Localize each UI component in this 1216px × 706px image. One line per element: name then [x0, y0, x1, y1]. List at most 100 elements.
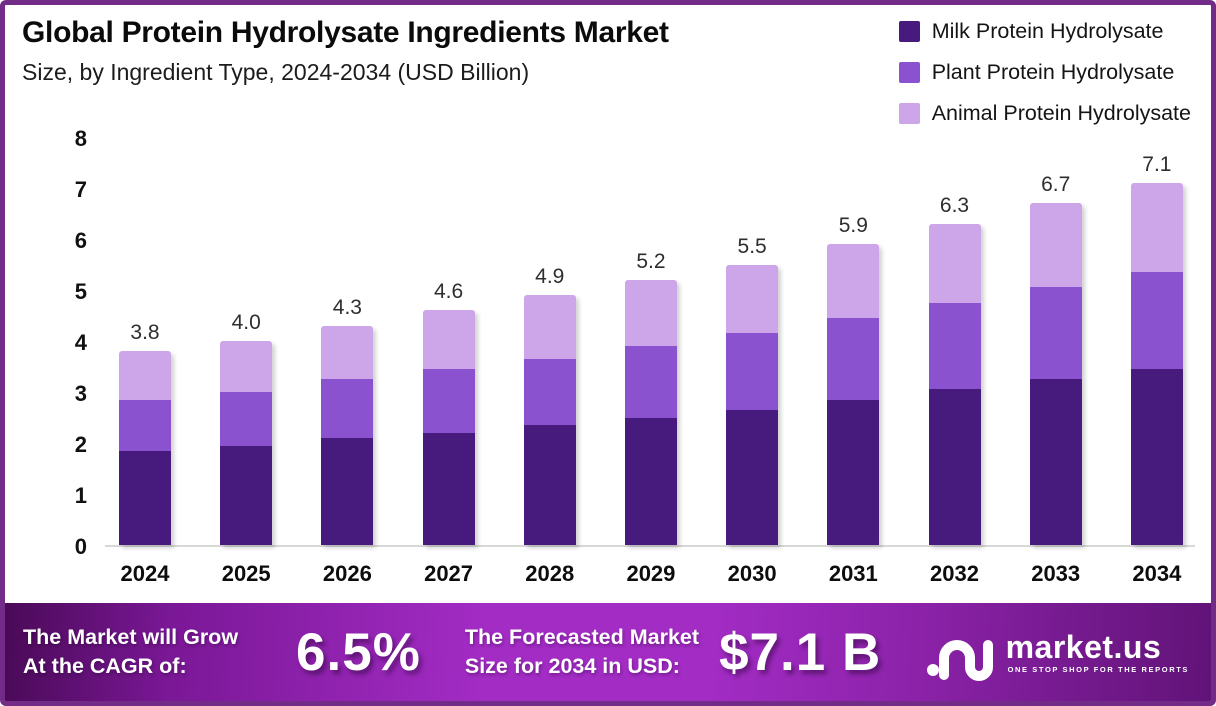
bar-segment	[624, 346, 677, 418]
bar-total-label: 4.6	[433, 280, 464, 304]
bar-column-2030: 5.5	[726, 234, 779, 545]
x-axis-label: 2034	[1132, 561, 1182, 586]
forecast-label-line2: Size for 2034 in USD:	[464, 654, 680, 678]
bar-segment	[523, 425, 576, 545]
bar-total-label: 5.5	[737, 234, 767, 258]
bar-stack-2031	[827, 244, 880, 545]
x-axis-label: 2025	[221, 561, 271, 586]
bar-stack-2024	[119, 351, 171, 545]
legend-label-animal: Animal Protein Hydrolysate	[931, 101, 1191, 125]
bar-stack-2025	[220, 341, 273, 545]
forecast-label-line1: The Forecasted Market	[464, 625, 700, 649]
bar-column-2034: 7.1	[1130, 152, 1183, 545]
bar-total-label: 3.8	[130, 321, 160, 345]
bar-segment	[422, 432, 475, 545]
bar-segment	[624, 417, 677, 545]
bar-stack-2032	[928, 223, 981, 545]
bar-segment	[422, 310, 475, 370]
legend-item-animal: Animal Protein Hydrolysate	[898, 101, 1191, 126]
x-label-cell: 2024	[119, 561, 171, 587]
bar-stack-2033	[1029, 203, 1082, 545]
bar-segment	[523, 358, 576, 426]
bar-column-2025: 4.0	[220, 311, 273, 545]
y-tick-label: 4	[74, 330, 87, 355]
x-axis-label: 2031	[828, 561, 878, 586]
x-label-cell: 2026	[321, 561, 373, 587]
x-axis: 2024 2025 2026 2027 2028 2029 2030 2031 2032 2033…	[105, 555, 1195, 587]
bar-stack-2028	[523, 295, 576, 545]
bar-column-2031: 5.9	[827, 214, 880, 545]
bar-column-2032: 6.3	[928, 194, 981, 545]
x-axis-label: 2033	[1031, 561, 1081, 586]
chart-legend: Milk Protein Hydrolysate Plant Protein H…	[898, 19, 1191, 126]
bar-segment	[523, 295, 576, 359]
x-label-cell: 2030	[726, 561, 778, 587]
logo-name: market.us	[1005, 628, 1162, 665]
legend-swatch-milk-icon	[898, 21, 920, 42]
bar-segment	[1029, 379, 1082, 545]
x-label-cell: 2029	[625, 561, 677, 587]
bar-segment	[422, 369, 475, 433]
market-us-logo: market.us ONE STOP SHOP FOR THE REPORTS	[926, 623, 1189, 681]
bar-segment	[119, 399, 171, 451]
bar-segment	[624, 279, 677, 347]
bar-stack-2029	[624, 279, 677, 545]
x-label-cell: 2027	[423, 561, 475, 587]
bar-column-2033: 6.7	[1029, 173, 1082, 545]
bar-column-2024: 3.8	[119, 321, 171, 545]
bar-segment	[1130, 369, 1183, 545]
bar-total-label: 5.2	[636, 249, 666, 273]
bar-total-label: 4.0	[231, 311, 261, 335]
bar-segment	[1029, 203, 1082, 288]
bar-stack-2030	[726, 264, 779, 545]
bar-segment	[321, 325, 374, 380]
y-tick-label: 8	[74, 126, 87, 151]
legend-item-plant: Plant Protein Hydrolysate	[898, 60, 1191, 85]
y-tick-label: 2	[74, 432, 87, 457]
bar-segment	[928, 223, 981, 303]
bar-segment	[321, 379, 374, 438]
y-tick-label: 0	[74, 534, 87, 559]
bar-segment	[726, 264, 779, 334]
cagr-label: The Market will Grow At the CAGR of:	[23, 623, 238, 681]
bar-segment	[827, 244, 880, 319]
x-axis-label: 2032	[930, 561, 979, 586]
x-axis-label: 2029	[626, 561, 676, 586]
bar-segment	[1130, 182, 1183, 273]
y-tick-label: 6	[74, 228, 87, 253]
cagr-value: 6.5%	[296, 622, 421, 682]
x-axis-label: 2028	[525, 561, 575, 586]
bar-column-2028: 4.9	[523, 265, 576, 545]
logo-tagline: ONE STOP SHOP FOR THE REPORTS	[1007, 664, 1189, 674]
page-title: Global Protein Hydrolysate Ingredients M…	[22, 16, 669, 49]
bar-segment	[928, 389, 981, 545]
footer-banner: The Market will Grow At the CAGR of: 6.5…	[5, 603, 1211, 701]
bar-total-label: 6.7	[1041, 173, 1071, 197]
bar-column-2029: 5.2	[624, 249, 677, 545]
bar-total-label: 5.9	[838, 214, 868, 238]
header: Global Protein Hydrolysate Ingredients M…	[22, 16, 669, 86]
bar-column-2027: 4.6	[422, 280, 475, 545]
y-tick-label: 7	[74, 177, 87, 202]
bar-segment	[119, 450, 171, 545]
bar-segment	[220, 341, 273, 393]
cagr-label-line2: At the CAGR of:	[23, 654, 187, 678]
chart-subtitle: Size, by Ingredient Type, 2024-2034 (USD…	[22, 59, 530, 85]
forecast-value: $7.1 B	[719, 622, 882, 682]
bar-segment	[726, 409, 779, 545]
bar-column-2026: 4.3	[321, 296, 374, 545]
bar-total-label: 7.1	[1142, 152, 1172, 176]
y-tick-label: 1	[74, 483, 87, 508]
bar-total-label: 4.9	[535, 265, 565, 289]
x-axis-label: 2027	[424, 561, 474, 586]
market-us-logo-icon	[926, 640, 993, 681]
legend-swatch-animal-icon	[898, 103, 920, 124]
x-label-cell: 2032	[929, 561, 981, 587]
legend-item-milk: Milk Protein Hydrolysate	[898, 19, 1191, 44]
bar-stack-2034	[1130, 182, 1183, 545]
bar-segment	[827, 399, 880, 545]
bar-segment	[321, 437, 374, 545]
cagr-label-line1: The Market will Grow	[23, 625, 239, 649]
bar-segment	[928, 302, 981, 390]
